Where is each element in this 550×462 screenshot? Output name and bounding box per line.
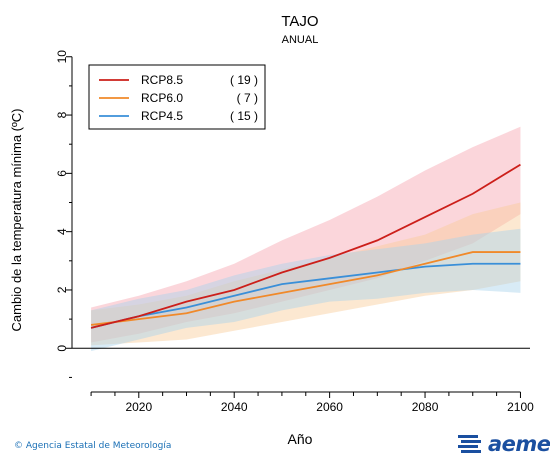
- footer-credit: © Agencia Estatal de Meteorología: [14, 441, 171, 451]
- aemet-logo: aemet: [458, 432, 550, 456]
- chart-subtitle: ANUAL: [282, 34, 319, 46]
- x-tick-label: 2060: [316, 400, 343, 414]
- legend-count: ( 19 ): [230, 73, 258, 87]
- y-tick-label: 10: [55, 50, 69, 64]
- y-tick-label: 0: [55, 345, 69, 352]
- legend-box: [88, 64, 266, 130]
- y-tick-label: 4: [55, 228, 69, 235]
- band-rcp85: [91, 126, 521, 343]
- chart-title: TAJO: [281, 13, 318, 30]
- legend-label: RCP6.0: [141, 91, 183, 105]
- x-axis-label: Año: [288, 431, 313, 447]
- series-lines: [90, 163, 521, 329]
- y-tick-label: 6: [55, 170, 69, 177]
- x-tick-label: 2040: [221, 400, 248, 414]
- x-tick-label: 2080: [412, 400, 439, 414]
- x-tick-label: 2020: [125, 400, 152, 414]
- legend-count: ( 7 ): [237, 91, 258, 105]
- copyright-icon: ©: [14, 441, 23, 451]
- y-axis-label: Cambio de la temperatura mínima (ºC): [9, 109, 24, 332]
- x-tick-label: 2100: [507, 400, 534, 414]
- line-rcp85: [90, 163, 521, 329]
- legend-label: RCP8.5: [141, 73, 183, 87]
- legend: RCP8.5 ( 19 ) RCP6.0 ( 7 ) RCP4.5 ( 15 ): [88, 64, 266, 130]
- brand-text: aemet: [488, 432, 550, 456]
- credit-text: Agencia Estatal de Meteorología: [25, 441, 172, 451]
- line-rcp60: [90, 251, 521, 326]
- axes: 0 2 4 6 8 10 2020 2040 2060 2080 2100: [55, 50, 534, 414]
- y-tick-label: 2: [55, 286, 69, 293]
- y-tick-label: 8: [55, 111, 69, 118]
- legend-count: ( 15 ): [230, 109, 258, 123]
- band-rcp45: [91, 228, 521, 352]
- line-rcp45: [90, 262, 521, 329]
- legend-label: RCP4.5: [141, 109, 183, 123]
- aemet-logo-icon: [458, 435, 481, 453]
